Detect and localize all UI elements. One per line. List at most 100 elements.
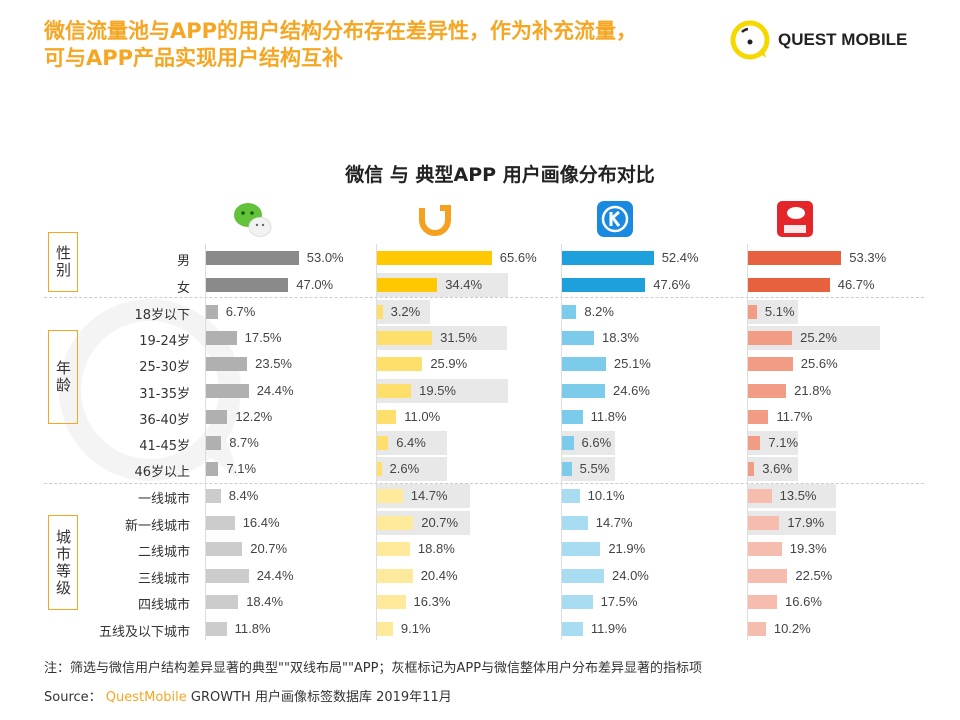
bar — [206, 357, 248, 372]
data-label: 6.7% — [225, 304, 256, 319]
category-label: 36-40岁 — [139, 412, 190, 428]
kugou-icon — [596, 200, 634, 238]
data-label: 3.2% — [390, 304, 421, 319]
data-label: 11.8% — [234, 621, 271, 636]
page-title: 微信流量池与APP的用户结构分布存在差异性，作为补充流量， 可与APP产品实现用… — [44, 18, 637, 72]
category-label: 三线城市 — [137, 571, 190, 587]
bar — [206, 595, 239, 610]
data-label: 20.7% — [250, 541, 288, 557]
data-label: 14.7% — [410, 488, 448, 503]
data-label: 31.5% — [440, 330, 477, 346]
data-label: 46.7% — [837, 277, 875, 292]
data-label: 18.3% — [602, 330, 639, 346]
data-label: 53.3% — [849, 250, 887, 265]
category-label: 18岁以下 — [134, 308, 190, 323]
bar — [748, 436, 761, 450]
bar — [377, 409, 397, 424]
bar — [377, 305, 383, 319]
data-label: 65.6% — [499, 250, 537, 265]
bar — [206, 305, 218, 319]
questmobile-logo-icon — [730, 20, 770, 60]
questmobile-logo: QUEST MOBILE — [728, 18, 907, 62]
category-label: 一线城市 — [137, 492, 190, 507]
highlight-box — [377, 300, 430, 324]
bar — [206, 568, 249, 583]
bar — [377, 622, 393, 636]
source-brand: QuestMobile — [105, 690, 187, 705]
bar — [748, 622, 766, 636]
data-label: 25.6% — [800, 356, 838, 372]
data-label: 20.4% — [420, 567, 458, 583]
bar — [562, 357, 606, 372]
bar — [562, 331, 595, 346]
data-label: 21.8% — [794, 382, 832, 398]
section-divider — [44, 483, 924, 484]
bar — [377, 595, 406, 610]
axis-line — [747, 244, 748, 640]
source: Source： QuestMobile GROWTH 用户画像标签数据库 201… — [44, 686, 452, 705]
data-label: 11.8% — [590, 408, 627, 424]
data-label: 7.1% — [768, 435, 799, 450]
data-label: 21.9% — [608, 541, 646, 557]
group-label: 城市等级 — [54, 528, 72, 597]
axis-line — [561, 244, 562, 640]
data-label: 24.4% — [256, 382, 294, 398]
group-label: 性别 — [54, 245, 72, 279]
data-label: 18.4% — [246, 594, 284, 610]
category-label: 19-24岁 — [139, 334, 190, 350]
bar — [562, 542, 601, 557]
group-label: 年龄 — [54, 360, 72, 394]
category-label: 25-30岁 — [139, 360, 190, 376]
data-label: 6.6% — [581, 435, 612, 450]
bar — [377, 542, 410, 557]
bar — [748, 251, 842, 265]
bar — [377, 568, 413, 583]
chart-title: 微信 与 典型APP 用户画像分布对比 — [345, 164, 655, 186]
data-label: 3.6% — [762, 461, 792, 477]
data-label: 18.8% — [417, 541, 455, 557]
bar — [377, 436, 389, 450]
data-label: 5.5% — [579, 461, 610, 477]
bar — [562, 595, 593, 610]
data-label: 22.5% — [795, 567, 833, 583]
bar — [206, 251, 299, 265]
data-label: 25.2% — [800, 330, 837, 346]
data-label: 16.3% — [413, 594, 451, 610]
data-label: 24.6% — [613, 382, 650, 398]
bar — [377, 462, 382, 477]
data-label: 6.4% — [396, 435, 426, 450]
group-box-age: 年龄 — [48, 330, 78, 424]
axis-line — [205, 244, 206, 640]
group-box-city-tier: 城市等级 — [48, 515, 78, 610]
category-label: 男 — [176, 254, 190, 269]
bar — [748, 331, 793, 346]
bar — [748, 357, 793, 372]
bar — [206, 436, 222, 450]
data-label: 52.4% — [661, 250, 699, 265]
data-label: 12.2% — [235, 408, 273, 424]
category-label: 二线城市 — [137, 545, 190, 561]
bar — [377, 278, 438, 292]
bar — [748, 595, 778, 610]
title-line-1: 微信流量池与APP的用户结构分布存在差异性，作为补充流量， — [44, 19, 638, 43]
data-label: 5.1% — [764, 304, 795, 319]
bar — [748, 568, 788, 583]
data-label: 24.4% — [256, 567, 294, 583]
data-label: 16.6% — [785, 594, 822, 610]
data-label: 23.5% — [255, 356, 292, 372]
data-label: 53.0% — [306, 250, 344, 265]
highlight-box — [377, 431, 447, 455]
highlight-box — [377, 457, 447, 482]
bar — [748, 515, 780, 530]
bar — [206, 622, 227, 636]
data-label: 11.7% — [776, 408, 813, 424]
title-line-2: 可与APP产品实现用户结构互补 — [44, 46, 344, 70]
data-label: 19.5% — [419, 382, 456, 398]
data-label: 14.7% — [595, 514, 633, 530]
bar — [748, 462, 755, 477]
bar — [562, 251, 654, 265]
jd-icon — [776, 200, 814, 238]
bar — [206, 409, 228, 424]
data-label: 7.1% — [226, 461, 257, 477]
